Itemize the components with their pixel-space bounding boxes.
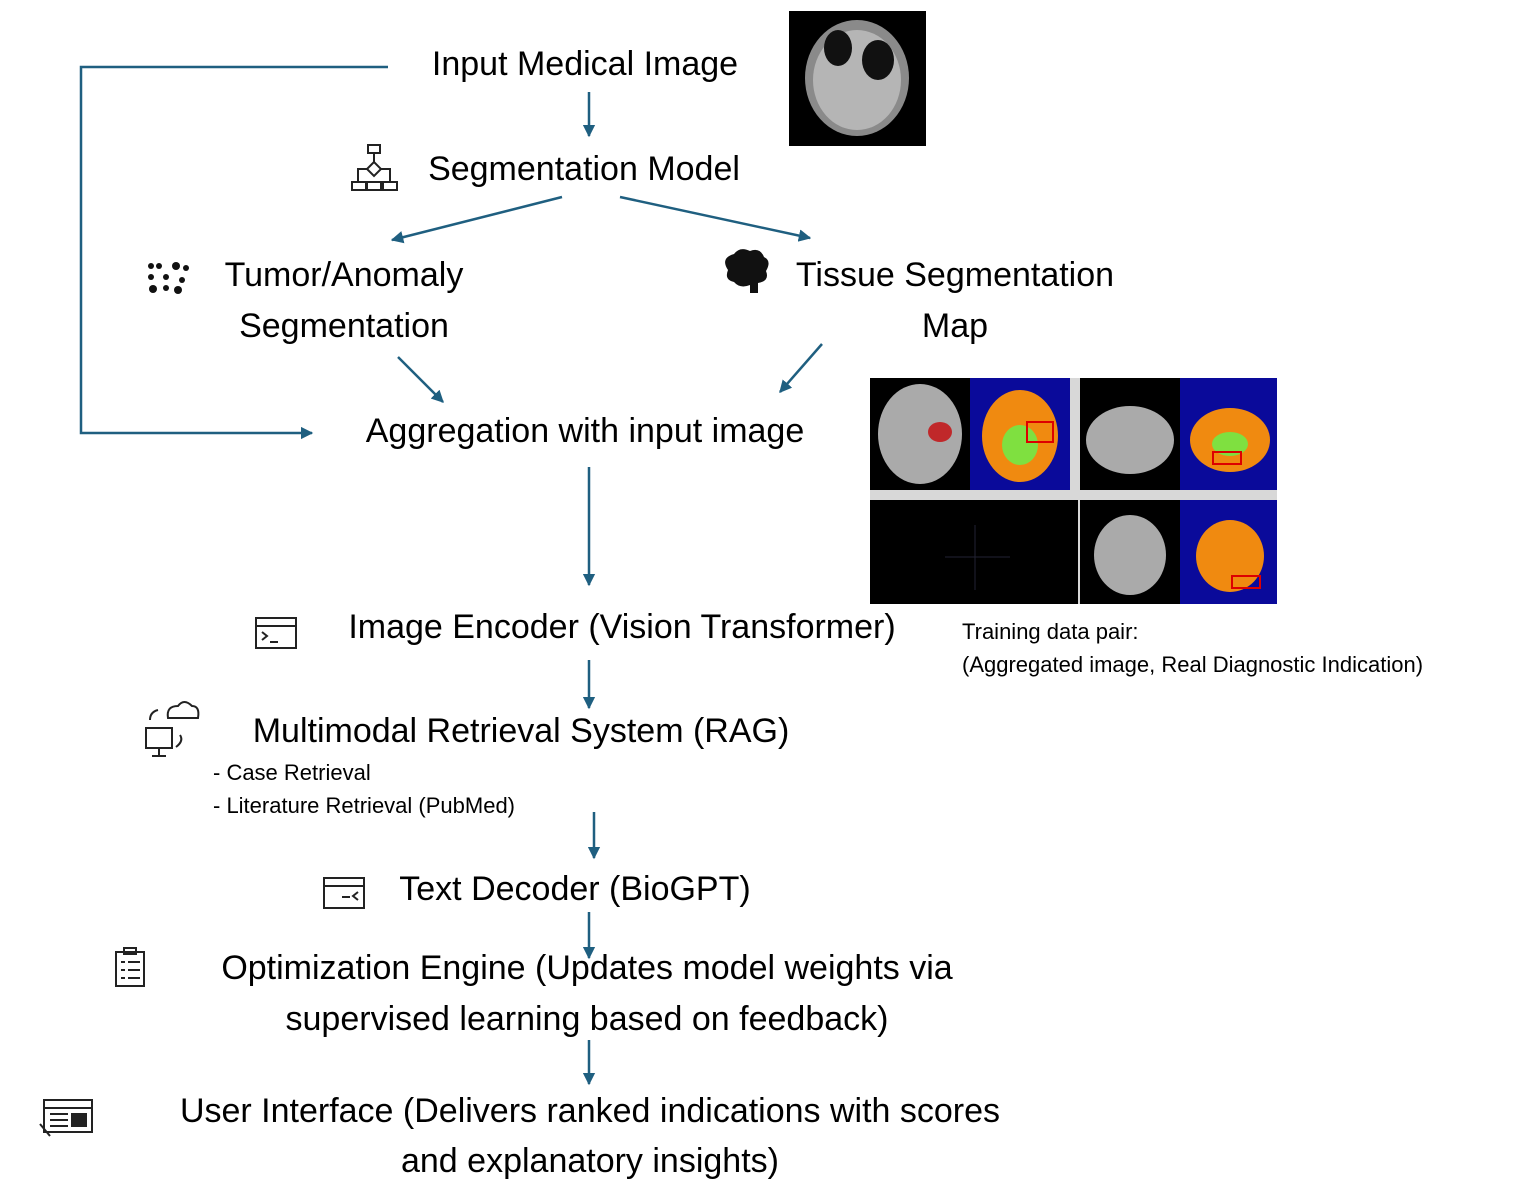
label: Text Decoder (BioGPT) xyxy=(399,870,750,908)
ui-icon xyxy=(39,1099,93,1137)
label: and explanatory insights) xyxy=(401,1142,779,1180)
flowchart-icon xyxy=(351,144,398,191)
label: supervised learning based on feedback) xyxy=(286,1000,889,1038)
label: Map xyxy=(922,307,988,345)
label: (Aggregated image, Real Diagnostic Indic… xyxy=(962,652,1423,677)
arrow xyxy=(397,356,444,403)
label: - Case Retrieval xyxy=(213,760,371,785)
aggregated-image xyxy=(870,378,1277,604)
cloud-icon xyxy=(145,701,200,757)
terminal-icon xyxy=(255,617,297,649)
brain-icon xyxy=(725,249,769,293)
label: Tissue Segmentation xyxy=(796,256,1114,294)
label: Tumor/Anomaly xyxy=(225,256,464,294)
decoder-icon xyxy=(323,877,365,909)
label: Optimization Engine (Updates model weigh… xyxy=(221,949,952,987)
clipboard-icon xyxy=(115,947,145,987)
input-scan xyxy=(789,11,926,146)
arrows xyxy=(79,65,823,1086)
label: Input Medical Image xyxy=(432,45,738,83)
label: Segmentation xyxy=(239,307,449,345)
dots-icon xyxy=(148,262,189,294)
label: Aggregation with input image xyxy=(366,412,805,450)
arrow xyxy=(390,195,563,244)
loop-arrow xyxy=(79,65,388,440)
label: Multimodal Retrieval System (RAG) xyxy=(253,712,790,750)
labels: Input Medical Image Segmentation Model Tum… xyxy=(180,45,1423,1180)
arrow xyxy=(779,343,823,393)
label: Training data pair: xyxy=(962,619,1139,644)
label: User Interface (Delivers ranked indicati… xyxy=(180,1092,1000,1130)
icons xyxy=(39,144,769,1137)
label: Image Encoder (Vision Transformer) xyxy=(348,608,895,646)
arrow xyxy=(619,195,812,242)
label: - Literature Retrieval (PubMed) xyxy=(213,793,515,818)
label: Segmentation Model xyxy=(428,150,740,188)
